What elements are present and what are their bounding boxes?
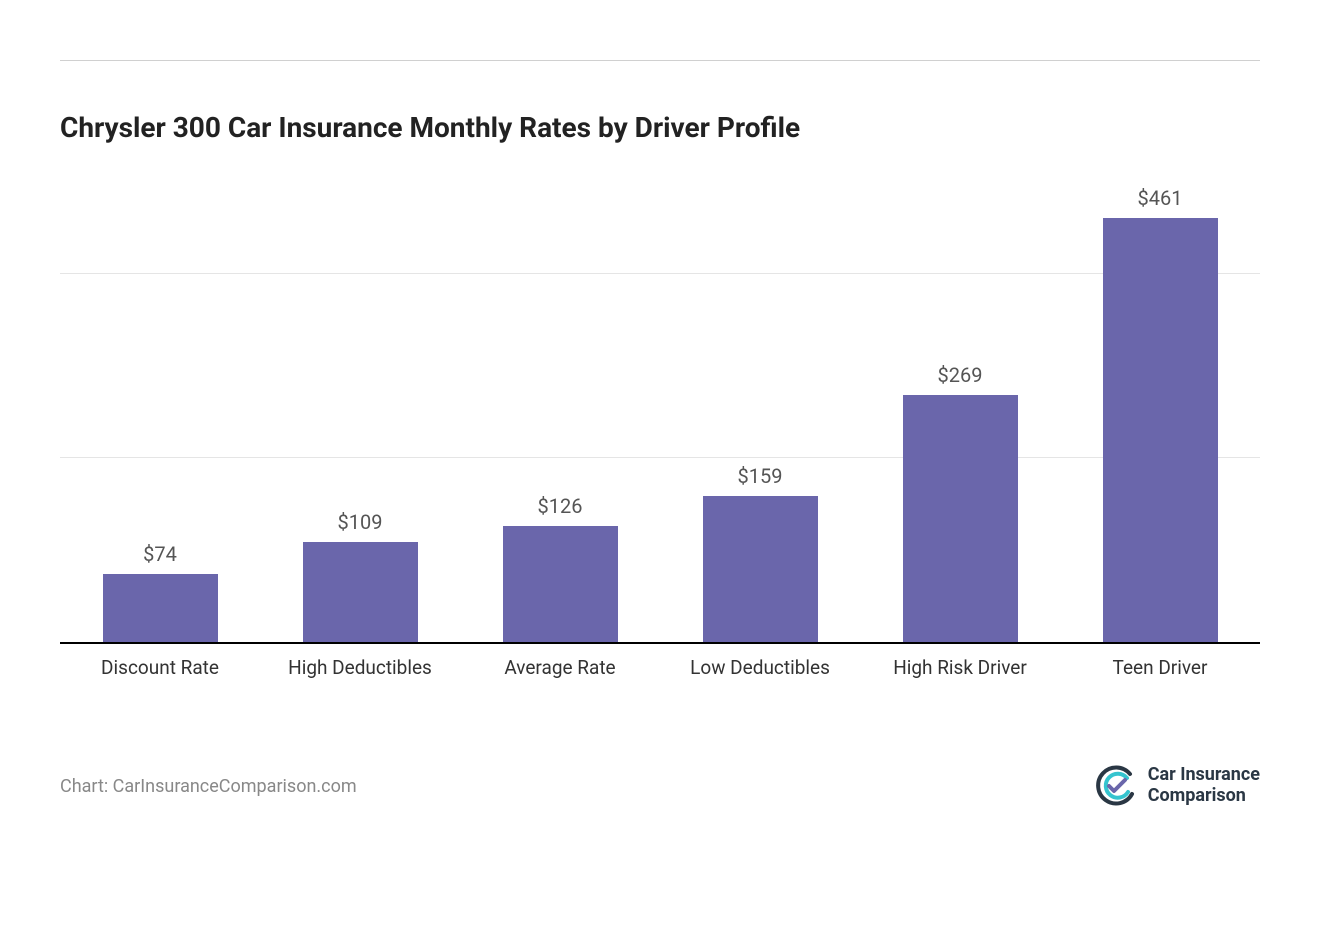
x-axis-label: High Risk Driver: [860, 644, 1060, 704]
bar: [1103, 218, 1218, 642]
logo-text: Car Insurance Comparison: [1148, 765, 1260, 806]
divider: [60, 60, 1260, 61]
bar-group: $126: [460, 494, 660, 642]
bar: [103, 574, 218, 642]
bar-group: $159: [660, 464, 860, 642]
plot-area: $74 $109 $126 $159 $269 $461: [60, 184, 1260, 644]
x-axis-label: Discount Rate: [60, 644, 260, 704]
logo-mark-icon: [1094, 764, 1138, 808]
x-axis-label: High Deductibles: [260, 644, 460, 704]
bar-value-label: $269: [938, 363, 983, 387]
x-axis-label: Average Rate: [460, 644, 660, 704]
bar: [303, 542, 418, 642]
bar: [703, 496, 818, 642]
bar-value-label: $74: [143, 542, 177, 566]
bar-value-label: $109: [338, 510, 383, 534]
bar-group: $74: [60, 542, 260, 642]
bar: [903, 395, 1018, 642]
bar-value-label: $126: [538, 494, 583, 518]
x-axis-label: Low Deductibles: [660, 644, 860, 704]
x-axis-labels: Discount RateHigh DeductiblesAverage Rat…: [60, 644, 1260, 704]
bar-value-label: $461: [1138, 186, 1183, 210]
logo-line1: Car Insurance: [1148, 765, 1260, 786]
chart-credit: Chart: CarInsuranceComparison.com: [60, 776, 357, 797]
bar-chart: $74$109$126$159$269$461 Discount RateHig…: [60, 184, 1260, 704]
bar-group: $461: [1060, 186, 1260, 642]
logo-line2: Comparison: [1148, 786, 1260, 807]
bar-value-label: $159: [738, 464, 783, 488]
bar-group: $269: [860, 363, 1060, 642]
brand-logo: Car Insurance Comparison: [1094, 764, 1260, 808]
bar-group: $109: [260, 510, 460, 642]
x-axis-label: Teen Driver: [1060, 644, 1260, 704]
chart-title: Chrysler 300 Car Insurance Monthly Rates…: [60, 111, 1260, 144]
bars-container: $74 $109 $126 $159 $269 $461: [60, 184, 1260, 642]
bar: [503, 526, 618, 642]
